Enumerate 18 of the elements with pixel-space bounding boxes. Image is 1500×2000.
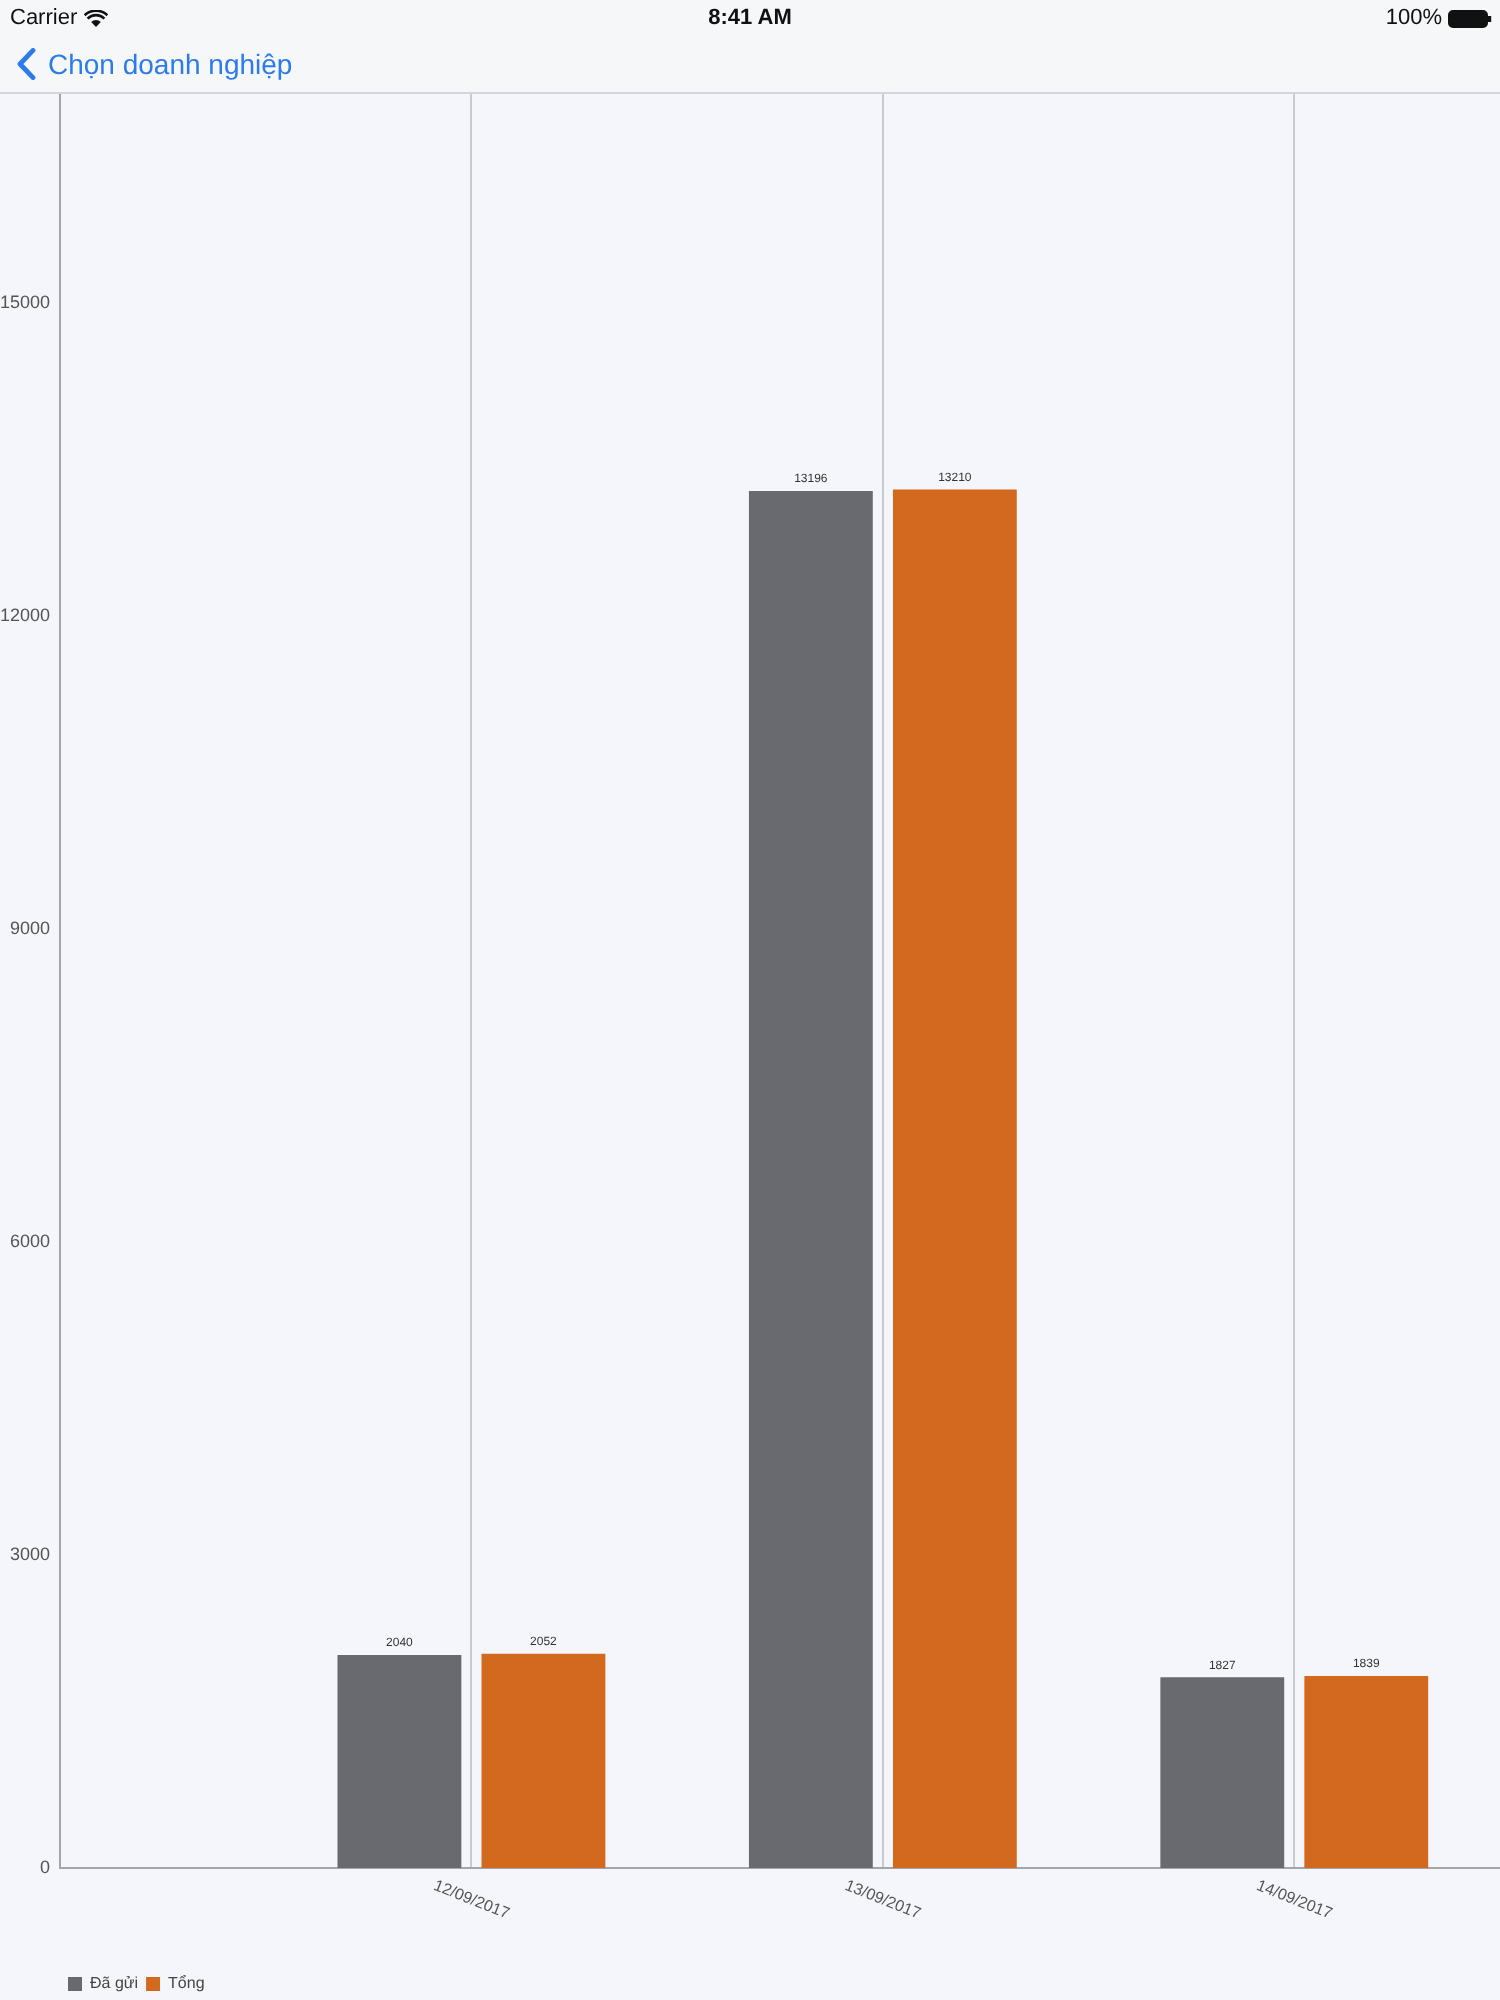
bar	[1304, 1676, 1429, 1868]
y-tick-label: 6000	[9, 1230, 50, 1251]
bar	[1160, 1677, 1285, 1868]
text: 8:41 AM	[708, 6, 792, 30]
bar	[748, 490, 873, 1868]
legend-label: Đã gửi	[90, 1974, 139, 1993]
bar	[892, 489, 1017, 1868]
text: Chọn doanh nghiệp	[48, 46, 293, 82]
legend-label: Tổng	[168, 1974, 205, 1993]
y-tick-label: 12000	[0, 604, 50, 625]
y-tick-label: 9000	[9, 917, 50, 938]
text: 100%	[1385, 6, 1442, 32]
y-tick-label: 0	[39, 1856, 50, 1877]
text: Carrier	[10, 6, 78, 32]
y-tick-label: 15000	[0, 291, 50, 312]
y-tick-label: 3000	[9, 1543, 50, 1564]
bar	[337, 1655, 462, 1868]
bar	[481, 1653, 606, 1868]
